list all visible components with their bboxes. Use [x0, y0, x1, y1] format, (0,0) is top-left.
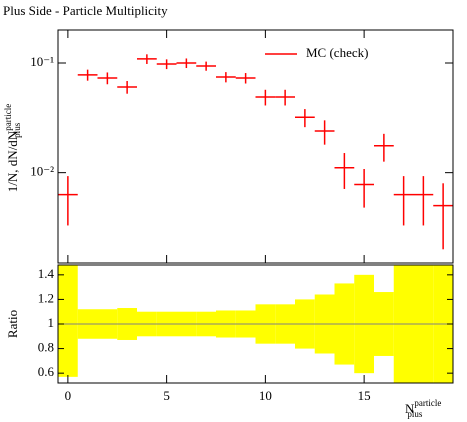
chart-title: Plus Side - Particle Multiplicity	[3, 3, 168, 18]
error-band	[58, 265, 78, 377]
y-tick-label: 10⁻¹	[30, 54, 54, 69]
y-axis-label: 1/N, dN/dNparticleplus	[3, 104, 22, 192]
y-tick-label: 0.8	[38, 340, 54, 355]
ratio-y-label: Ratio	[5, 310, 20, 338]
x-label-sub: plus	[407, 409, 423, 419]
y-tick-label: 10⁻²	[30, 164, 54, 179]
y-label-main: 1/N, dN/dNparticleplus	[3, 104, 22, 192]
y-tick-label: 1	[48, 315, 55, 330]
x-label: N	[405, 401, 415, 416]
y-label-sup: particle	[3, 104, 13, 131]
y-label: 1/N, dN/dN	[5, 130, 20, 192]
x-axis-label: Nparticle plus	[405, 398, 441, 419]
y-tick-label: 1.2	[38, 290, 54, 305]
legend-label: MC (check)	[306, 45, 368, 60]
plot-frame	[57, 29, 454, 264]
x-tick-label: 0	[65, 388, 72, 403]
y-tick-label: 1.4	[38, 266, 55, 281]
x-tick-label: 5	[163, 388, 170, 403]
x-label-sup: particle	[414, 398, 441, 408]
y-tick-label: 0.6	[38, 364, 55, 379]
x-tick-label: 10	[259, 388, 272, 403]
y-label-sub: plus	[12, 122, 22, 138]
x-tick-label: 15	[358, 388, 371, 403]
plot-frame	[57, 264, 454, 384]
